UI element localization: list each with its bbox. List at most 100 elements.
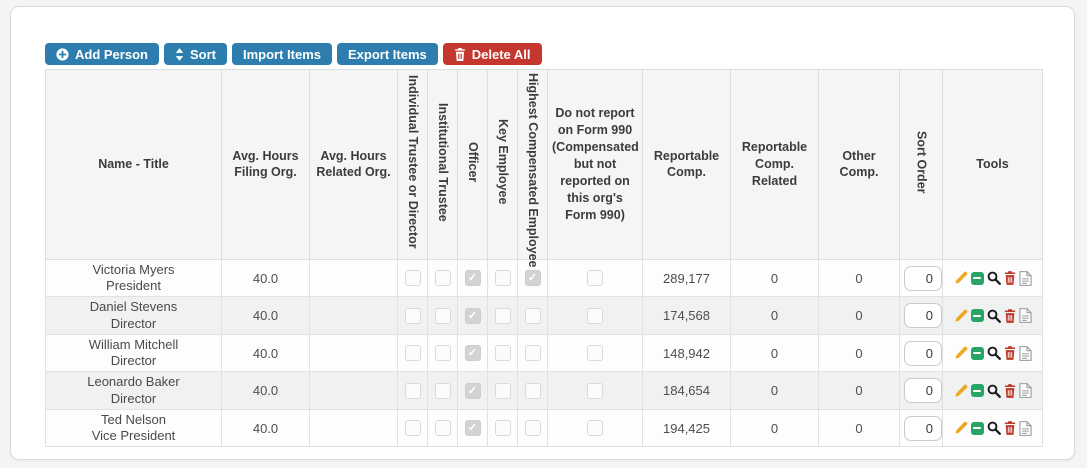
pencil-edit-icon[interactable]: [954, 384, 968, 398]
trash-delete-icon[interactable]: [1004, 421, 1016, 435]
sort-order-cell: [899, 333, 943, 373]
trash-delete-icon[interactable]: [1004, 383, 1016, 398]
do-not-report-checkbox: [587, 345, 603, 362]
key-employee-cell: [487, 371, 518, 410]
institutional-trustee-checkbox: [434, 345, 451, 362]
minus-collapse-icon[interactable]: [970, 271, 984, 285]
officer-checkbox: [464, 345, 481, 362]
person-title: Director: [110, 353, 157, 369]
sort-order-input[interactable]: [904, 378, 942, 404]
reportable-comp-cell: 194,425: [642, 408, 731, 448]
sort-order-input[interactable]: [904, 415, 942, 441]
import-items-label: Import Items: [242, 46, 321, 62]
pencil-edit-icon[interactable]: [954, 346, 968, 360]
individual-trustee-checkbox: [404, 382, 421, 399]
tools-cell: [942, 408, 1043, 448]
highest-compensated-cell: [517, 371, 548, 410]
sort-order-input[interactable]: [904, 265, 942, 291]
key-employee-cell: [487, 296, 518, 335]
reportable-comp-related-cell: 0: [730, 296, 819, 335]
table-header: Name - Title Avg. Hours Filing Org. Avg.…: [45, 69, 1043, 268]
do-not-report-cell: [547, 371, 643, 410]
highest-compensated-checkbox: [524, 270, 541, 287]
delete-all-button[interactable]: Delete All: [442, 43, 542, 65]
pencil-edit-icon[interactable]: [954, 271, 968, 285]
document-file-icon[interactable]: [1018, 270, 1032, 286]
institutional-trustee-cell: [427, 333, 458, 373]
institutional-trustee-checkbox: [434, 420, 451, 437]
person-name: Leonardo Baker: [87, 374, 180, 390]
individual-trustee-checkbox: [404, 345, 421, 362]
other-comp-cell: 0: [818, 258, 900, 298]
trash-icon: [454, 47, 466, 61]
officer-checkbox: [464, 270, 481, 287]
magnifier-view-icon[interactable]: [987, 346, 1001, 361]
do-not-report-cell: [547, 333, 643, 373]
pencil-edit-icon[interactable]: [954, 309, 968, 323]
sort-order-cell: [899, 408, 943, 448]
key-employee-cell: [487, 333, 518, 373]
other-comp-cell: 0: [818, 371, 900, 410]
other-comp-cell: 0: [818, 296, 900, 335]
highest-compensated-checkbox: [524, 307, 541, 324]
do-not-report-checkbox: [587, 420, 603, 437]
sort-order-input[interactable]: [904, 303, 942, 329]
col-highest-compensated: Highest Compensated Employee: [517, 69, 548, 268]
import-items-button[interactable]: Import Items: [231, 43, 332, 65]
minus-collapse-icon[interactable]: [970, 309, 984, 323]
officer-cell: [457, 408, 488, 448]
toolbar: Add Person Sort Import Items Export Item…: [45, 43, 1074, 65]
officer-cell: [457, 371, 488, 410]
magnifier-view-icon[interactable]: [987, 384, 1001, 398]
other-comp-cell: 0: [818, 333, 900, 373]
do-not-report-checkbox: [587, 382, 603, 399]
avg-hours-filing-cell: 40.0: [221, 296, 310, 335]
officer-checkbox: [464, 307, 481, 324]
do-not-report-checkbox: [587, 307, 603, 324]
magnifier-view-icon[interactable]: [987, 271, 1001, 286]
delete-all-label: Delete All: [471, 46, 531, 62]
pencil-edit-icon[interactable]: [954, 421, 968, 435]
avg-hours-related-cell: [309, 371, 398, 410]
table-body: Victoria Myers President 40.0 289,177 0 …: [45, 258, 1043, 448]
magnifier-view-icon[interactable]: [987, 309, 1001, 323]
highest-compensated-checkbox: [524, 345, 541, 362]
document-file-icon[interactable]: [1018, 345, 1032, 361]
minus-collapse-icon[interactable]: [970, 346, 984, 360]
avg-hours-filing-cell: 40.0: [221, 408, 310, 448]
officer-checkbox: [464, 420, 481, 437]
institutional-trustee-checkbox: [434, 270, 451, 287]
trash-delete-icon[interactable]: [1004, 271, 1016, 285]
export-items-button[interactable]: Export Items: [336, 43, 438, 65]
avg-hours-related-cell: [309, 408, 398, 448]
name-title-cell: Daniel Stevens Director: [45, 296, 222, 335]
officer-cell: [457, 333, 488, 373]
sort-button[interactable]: Sort: [163, 43, 227, 65]
document-file-icon[interactable]: [1018, 308, 1032, 324]
col-avg-hours-related: Avg. Hours Related Org.: [309, 69, 398, 260]
minus-collapse-icon[interactable]: [970, 421, 984, 435]
magnifier-view-icon[interactable]: [987, 421, 1001, 436]
sort-label: Sort: [189, 46, 216, 62]
col-institutional-trustee: Institutional Trustee: [427, 69, 458, 260]
trash-delete-icon[interactable]: [1004, 346, 1016, 360]
export-items-label: Export Items: [347, 46, 427, 62]
sort-order-input[interactable]: [904, 340, 942, 366]
sort-arrows-icon: [175, 47, 184, 61]
other-comp-cell: 0: [818, 408, 900, 448]
reportable-comp-cell: 289,177: [642, 258, 731, 298]
person-name: Victoria Myers: [92, 261, 175, 277]
col-individual-trustee: Individual Trustee or Director: [397, 69, 428, 260]
officer-cell: [457, 258, 488, 298]
reportable-comp-related-cell: 0: [730, 371, 819, 410]
add-person-button[interactable]: Add Person: [45, 43, 159, 65]
minus-collapse-icon[interactable]: [970, 384, 984, 398]
document-file-icon[interactable]: [1018, 383, 1032, 399]
person-name: William Mitchell: [88, 336, 179, 352]
document-file-icon[interactable]: [1018, 420, 1032, 436]
trash-delete-icon[interactable]: [1004, 308, 1016, 323]
individual-trustee-cell: [397, 258, 428, 298]
highest-compensated-checkbox: [524, 420, 541, 437]
sort-order-cell: [899, 371, 943, 410]
name-title-cell: Victoria Myers President: [45, 258, 222, 298]
